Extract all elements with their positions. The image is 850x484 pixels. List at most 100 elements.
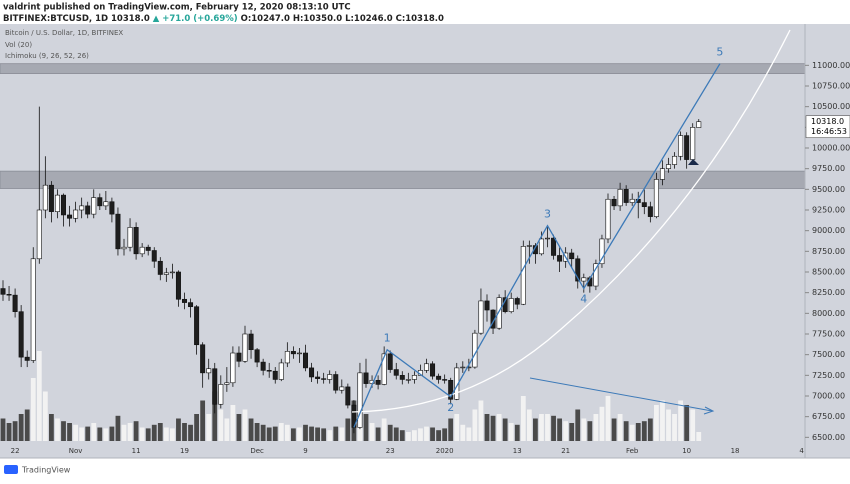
volume-bar [533,418,538,441]
volume-bar [103,428,109,441]
candle-body [333,374,339,391]
volume-bar [436,430,441,441]
candle-body [103,201,109,207]
candle-body [484,300,490,311]
candle-body [599,238,605,265]
volume-bar [399,430,405,441]
last-price-label: 10318.0 [811,117,844,126]
candle-body [97,197,103,207]
volume-bar [309,426,314,441]
volume-bar [291,428,296,441]
x-tick-label: 21 [561,447,570,455]
y-tick-label: 10750.00 [812,82,850,91]
candle-body [538,238,544,255]
volume-bar [321,428,327,441]
x-tick-label: 22 [11,447,20,455]
y-tick-label: 7250.00 [812,371,845,380]
candle-body [460,366,466,369]
volume-bar [490,415,496,441]
volume-bar [18,414,24,441]
candle-body [248,333,254,351]
candle-body [641,202,647,207]
candle-body [593,263,599,287]
volume-bar [182,423,187,441]
candle-body [478,300,484,334]
volume-bar [502,418,508,441]
volume-bar [73,424,78,441]
volume-bar [254,423,260,441]
candle-body [133,227,139,255]
y-tick-label: 10500.00 [812,102,850,111]
x-tick-label: Nov [69,447,83,455]
candle-body [139,246,145,255]
candle-body [266,370,272,372]
candle-body [206,368,212,374]
resistance-zone [0,63,806,75]
candle-body [442,379,448,381]
volume-bar [569,423,575,441]
volume-bar [30,378,36,441]
candle-body [290,351,296,355]
volume-bar [539,414,544,441]
resistance-zone [0,170,806,189]
volume-bar [79,427,85,441]
candle-body [109,201,115,215]
candle-body [163,272,169,275]
wave-label: 2 [447,401,454,414]
volume-bar [666,409,671,441]
indicator-label: Vol (20) [5,41,32,49]
arrow-head [703,406,715,415]
volume-bar [133,421,139,441]
volume-bar [12,421,18,441]
volume-pane [0,351,702,441]
volume-bar [472,409,478,441]
candle-body [575,258,581,282]
candle-body [448,379,454,400]
candle-body [18,311,24,358]
candle-body [569,252,575,260]
volume-bar [61,421,66,441]
volume-bar [91,423,97,441]
candle-body [36,209,42,260]
candle-body [690,127,696,160]
volume-bar [242,409,248,441]
volume-bar [42,391,48,441]
x-tick-label: 18 [731,447,740,455]
volume-bar [139,427,145,441]
candle-body [315,376,321,379]
volume-bar [375,427,381,441]
candle-body [54,194,60,212]
candle-body [526,245,532,247]
candle-body [617,189,623,207]
volume-bar [593,414,599,441]
publisher-line: valdrint published on TradingView.com, F… [3,3,351,13]
x-tick-label: 9 [303,447,307,455]
volume-bar [641,421,647,441]
volume-bar [266,427,272,441]
candle-body [260,361,266,371]
candle-body [91,197,97,215]
volume-bar [563,421,569,441]
candle-body [175,271,181,300]
candle-body [242,333,248,362]
volume-bar [272,426,278,441]
candle-body [387,353,393,370]
candle-body [302,352,308,369]
volume-bar [345,418,351,441]
volume-bar [635,423,641,441]
y-tick-label: 7500.00 [812,350,845,359]
volume-bar [514,424,520,441]
volume-bar [206,414,212,441]
candle-body [6,294,12,296]
volume-bar [575,409,581,441]
candle-body [339,386,345,391]
candle-body [696,121,702,128]
volume-bar [200,400,206,441]
candle-body [659,168,665,180]
candle-body [508,298,514,312]
plot-background [0,24,850,458]
candle-body [684,135,690,160]
candle-body [188,302,194,308]
candle-body [411,375,417,380]
candle-body [665,164,671,169]
